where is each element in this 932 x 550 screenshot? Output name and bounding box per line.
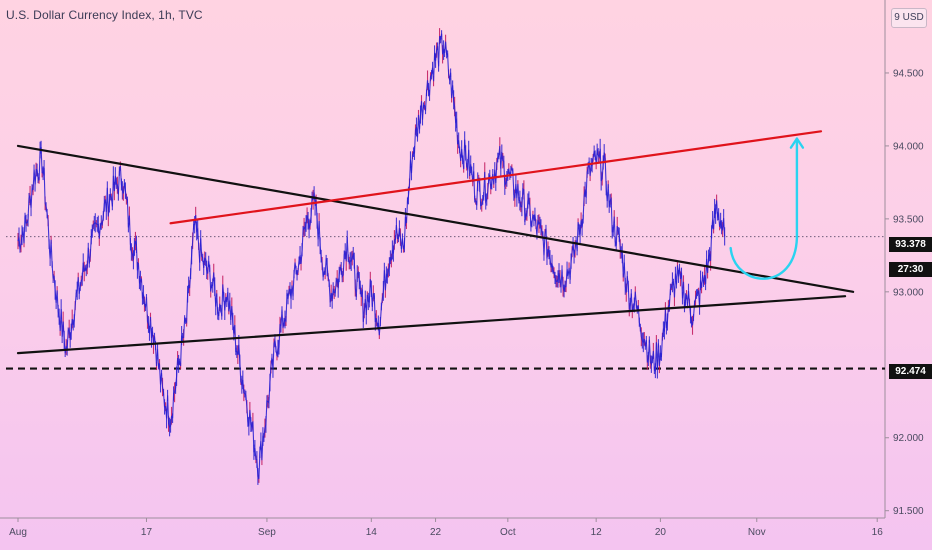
x-tick-label: 17: [141, 527, 153, 538]
triangle-upper-trendline: [16, 144, 855, 293]
y-tick-label: 94.500: [893, 68, 924, 79]
x-tick-label: Oct: [500, 527, 516, 538]
x-tick-label: Aug: [9, 527, 27, 538]
support-level-badge: 92.474: [889, 364, 932, 379]
rising-resistance-trendline: [169, 130, 823, 225]
x-tick-label: 20: [655, 527, 667, 538]
y-tick-label: 92.000: [893, 433, 924, 444]
projection-arrow: [729, 137, 799, 280]
last-price-badge: 93.378: [889, 237, 932, 252]
x-tick-label: Sep: [258, 527, 276, 538]
x-tick-label: 22: [430, 527, 442, 538]
x-tick-label: 16: [872, 527, 884, 538]
projection-arrowhead: [789, 137, 805, 149]
y-tick-label: 94.000: [893, 141, 924, 152]
triangle-lower-trendline: [16, 295, 847, 355]
x-tick-label: 12: [591, 527, 603, 538]
chart-title: U.S. Dollar Currency Index, 1h, TVC: [6, 8, 203, 22]
currency-selector-button[interactable]: 9 USD: [891, 8, 927, 28]
y-tick-label: 93.500: [893, 214, 924, 225]
countdown-badge: 27:30: [889, 262, 932, 277]
price-series-line: [17, 33, 726, 480]
x-tick-label: Nov: [748, 527, 766, 538]
y-tick-label: 93.000: [893, 287, 924, 298]
x-tick-label: 14: [366, 527, 378, 538]
y-tick-label: 91.500: [893, 506, 924, 517]
